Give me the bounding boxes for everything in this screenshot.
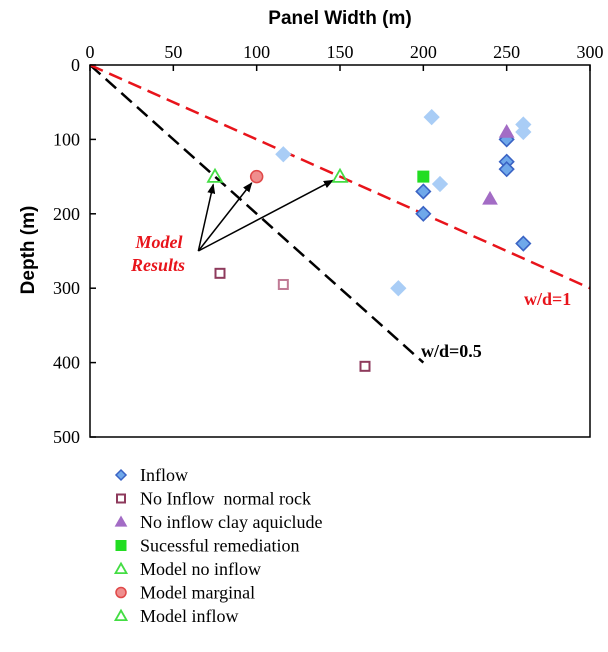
y-tick-label: 300 <box>53 278 80 298</box>
legend-marker-model-marginal <box>115 586 127 599</box>
x-axis-ticks: 0 50 100 150 200 250 300 <box>86 42 604 71</box>
x-tick-label: 250 <box>493 42 520 62</box>
y-tick-label: 0 <box>71 55 80 75</box>
legend-label-model-marginal: Model marginal <box>140 583 255 603</box>
y-tick-label: 400 <box>53 353 80 373</box>
point-no-inflow-normal-rock <box>359 360 371 372</box>
legend-marker-model-inflow <box>113 608 129 622</box>
point-no-inflow-clay-aquiclude <box>482 190 498 205</box>
annotation-arrow <box>197 182 253 252</box>
annotation-arrow <box>197 183 216 252</box>
legend-label-sucessful-remediation: Sucessful remediation <box>140 536 299 556</box>
x-tick-label: 200 <box>410 42 437 62</box>
reference-lines <box>89 63 591 364</box>
point-inflow <box>515 235 532 252</box>
annotation-model: Model <box>135 232 183 252</box>
y-tick-label: 200 <box>53 204 80 224</box>
legend-marker-no-inflow-clay-aquiclude <box>114 515 128 527</box>
legend-marker-inflow <box>114 468 128 482</box>
point-no-inflow-normal-rock <box>277 278 289 290</box>
y-tick-label: 100 <box>53 129 80 149</box>
point-sucessful-remediation <box>417 170 430 183</box>
point-inflow <box>415 205 432 222</box>
y-axis-title: Depth (m) <box>18 206 39 295</box>
data-points <box>206 108 532 372</box>
legend-label-no-inflow-clay-aquiclude: No inflow clay aquiclude <box>140 512 322 532</box>
x-tick-label: 150 <box>327 42 354 62</box>
plot-frame <box>89 64 591 438</box>
point-inflow <box>390 280 407 297</box>
point-inflow <box>275 146 292 163</box>
x-tick-label: 100 <box>243 42 270 62</box>
point-model-no-inflow <box>206 167 224 183</box>
point-inflow <box>431 175 449 193</box>
legend-label-model-no-inflow: Model no inflow <box>140 559 261 579</box>
point-model-inflow <box>331 167 349 183</box>
label-wd-1: w/d=1 <box>524 289 571 309</box>
annotation-arrow <box>197 179 334 252</box>
reference-line-wd-0-5 <box>89 64 425 364</box>
x-axis-title: Panel Width (m) <box>268 8 411 29</box>
reference-line-wd-1 <box>89 63 591 290</box>
point-no-inflow-clay-aquiclude <box>498 123 515 138</box>
legend-label-model-inflow: Model inflow <box>140 606 239 626</box>
x-tick-label: 300 <box>577 42 604 62</box>
x-tick-label: 50 <box>164 42 182 62</box>
legend-label-inflow: Inflow <box>140 465 188 485</box>
point-inflow <box>498 161 515 178</box>
legend-label-no-inflow-normal-rock: No Inflow normal rock <box>140 489 311 509</box>
x-tick-label: 0 <box>86 42 95 62</box>
legend: Inflow No Inflow normal rock No inflow cla… <box>113 465 322 626</box>
point-inflow <box>515 123 532 141</box>
y-tick-label: 500 <box>53 427 80 447</box>
legend-marker-model-no-inflow <box>113 561 129 575</box>
annotation-results: Results <box>130 255 185 275</box>
label-wd-0-5: w/d=0.5 <box>421 341 482 361</box>
point-inflow <box>423 108 440 126</box>
legend-marker-sucessful-remediation <box>115 540 127 551</box>
legend-marker-no-inflow-normal-rock <box>116 493 126 504</box>
y-axis-ticks: 0 100 200 300 400 500 <box>53 55 96 447</box>
point-model-marginal <box>249 169 264 184</box>
point-no-inflow-normal-rock <box>214 267 226 279</box>
point-inflow <box>415 183 432 200</box>
model-results-arrows <box>197 179 334 252</box>
